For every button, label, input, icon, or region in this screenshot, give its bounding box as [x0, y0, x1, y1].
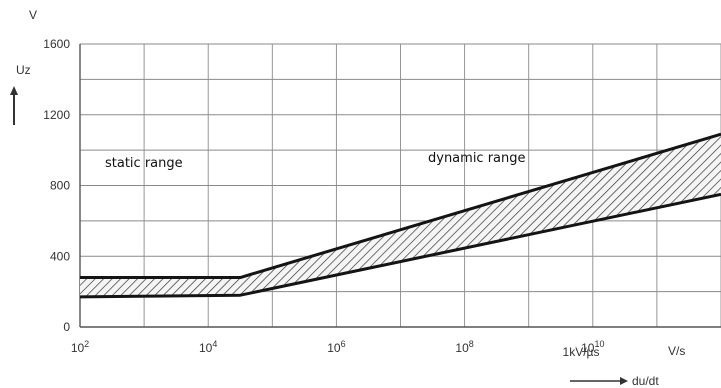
dynamic-range-label: dynamic range	[428, 151, 526, 166]
y-tick-label: 1600	[43, 37, 70, 51]
static-range-label: static range	[105, 156, 183, 171]
y-tick-labels: 0 400 800 1200 1600	[43, 37, 70, 334]
y-tick-label: 1200	[43, 108, 70, 122]
x-axis-arrow-icon	[570, 377, 628, 385]
upper-boundary-line	[80, 132, 721, 279]
x-tick-label: 102	[71, 339, 89, 355]
x-tick-label: 108	[455, 339, 473, 355]
marker-label: 1kV/µs	[563, 345, 600, 359]
x-tick-label: 106	[327, 339, 345, 355]
x-axis-label: du/dt	[632, 374, 659, 388]
y-axis-arrow-icon	[10, 86, 18, 125]
y-axis-label: Uz	[16, 63, 31, 77]
y-tick-label: 800	[50, 179, 70, 193]
x-tick-label: 104	[199, 339, 217, 355]
x-tick-label: 1010	[581, 339, 604, 355]
voltage-band	[80, 134, 721, 297]
y-tick-label: 0	[63, 320, 70, 334]
y-tick-label: 400	[50, 249, 70, 263]
x-tick-labels: 102 104 106 108 1010	[71, 339, 605, 355]
x-unit-label: V/s	[668, 344, 685, 358]
lower-boundary-line	[79, 192, 721, 299]
y-unit-label: V	[29, 8, 37, 22]
